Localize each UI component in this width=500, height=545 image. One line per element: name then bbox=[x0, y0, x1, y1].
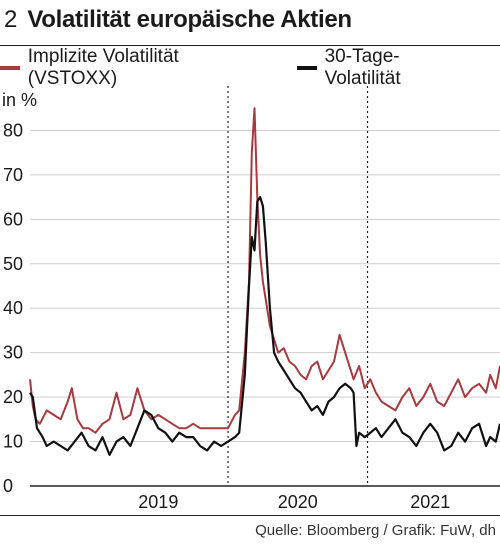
legend-item-realized: 30-Tage-Volatilität bbox=[296, 46, 474, 90]
source-rule bbox=[0, 515, 500, 516]
y-tick-label-0: 0 bbox=[3, 476, 13, 496]
y-tick-label-80: 80 bbox=[3, 120, 23, 140]
y-tick-label-30: 30 bbox=[3, 343, 23, 363]
y-tick-label-70: 70 bbox=[3, 165, 23, 185]
legend-label-realized: 30-Tage-Volatilität bbox=[324, 46, 401, 89]
source-note: Quelle: Bloomberg / Grafik: FuW, dh bbox=[255, 522, 496, 539]
y-tick-label-10: 10 bbox=[3, 432, 23, 452]
series-line-realized bbox=[29, 196, 500, 456]
x-year-label-2021: 2021 bbox=[410, 492, 450, 512]
legend-swatch-realized bbox=[296, 66, 317, 70]
chart-title: Volatilität europäische Aktien bbox=[27, 6, 352, 33]
chart-legend: Implizite Volatilität (VSTOXX) 30-Tage-V… bbox=[0, 46, 500, 89]
title-rule bbox=[0, 45, 500, 46]
x-year-label-2019: 2019 bbox=[138, 492, 178, 512]
legend-swatch-implied bbox=[0, 66, 20, 70]
chart-heading: 2 Volatilität europäische Aktien bbox=[4, 6, 352, 40]
y-tick-label-20: 20 bbox=[3, 387, 23, 407]
y-tick-label-40: 40 bbox=[3, 298, 23, 318]
y-axis-unit: in % bbox=[2, 90, 38, 110]
series-line-implied bbox=[29, 107, 500, 434]
legend-label-implied: Implizite Volatilität (VSTOXX) bbox=[27, 46, 179, 89]
y-tick-label-50: 50 bbox=[3, 254, 23, 274]
x-year-label-2020: 2020 bbox=[278, 492, 318, 512]
figure-number: 2 bbox=[4, 6, 18, 33]
legend-item-implied: Implizite Volatilität (VSTOXX) bbox=[0, 46, 271, 90]
y-tick-label-60: 60 bbox=[3, 209, 23, 229]
